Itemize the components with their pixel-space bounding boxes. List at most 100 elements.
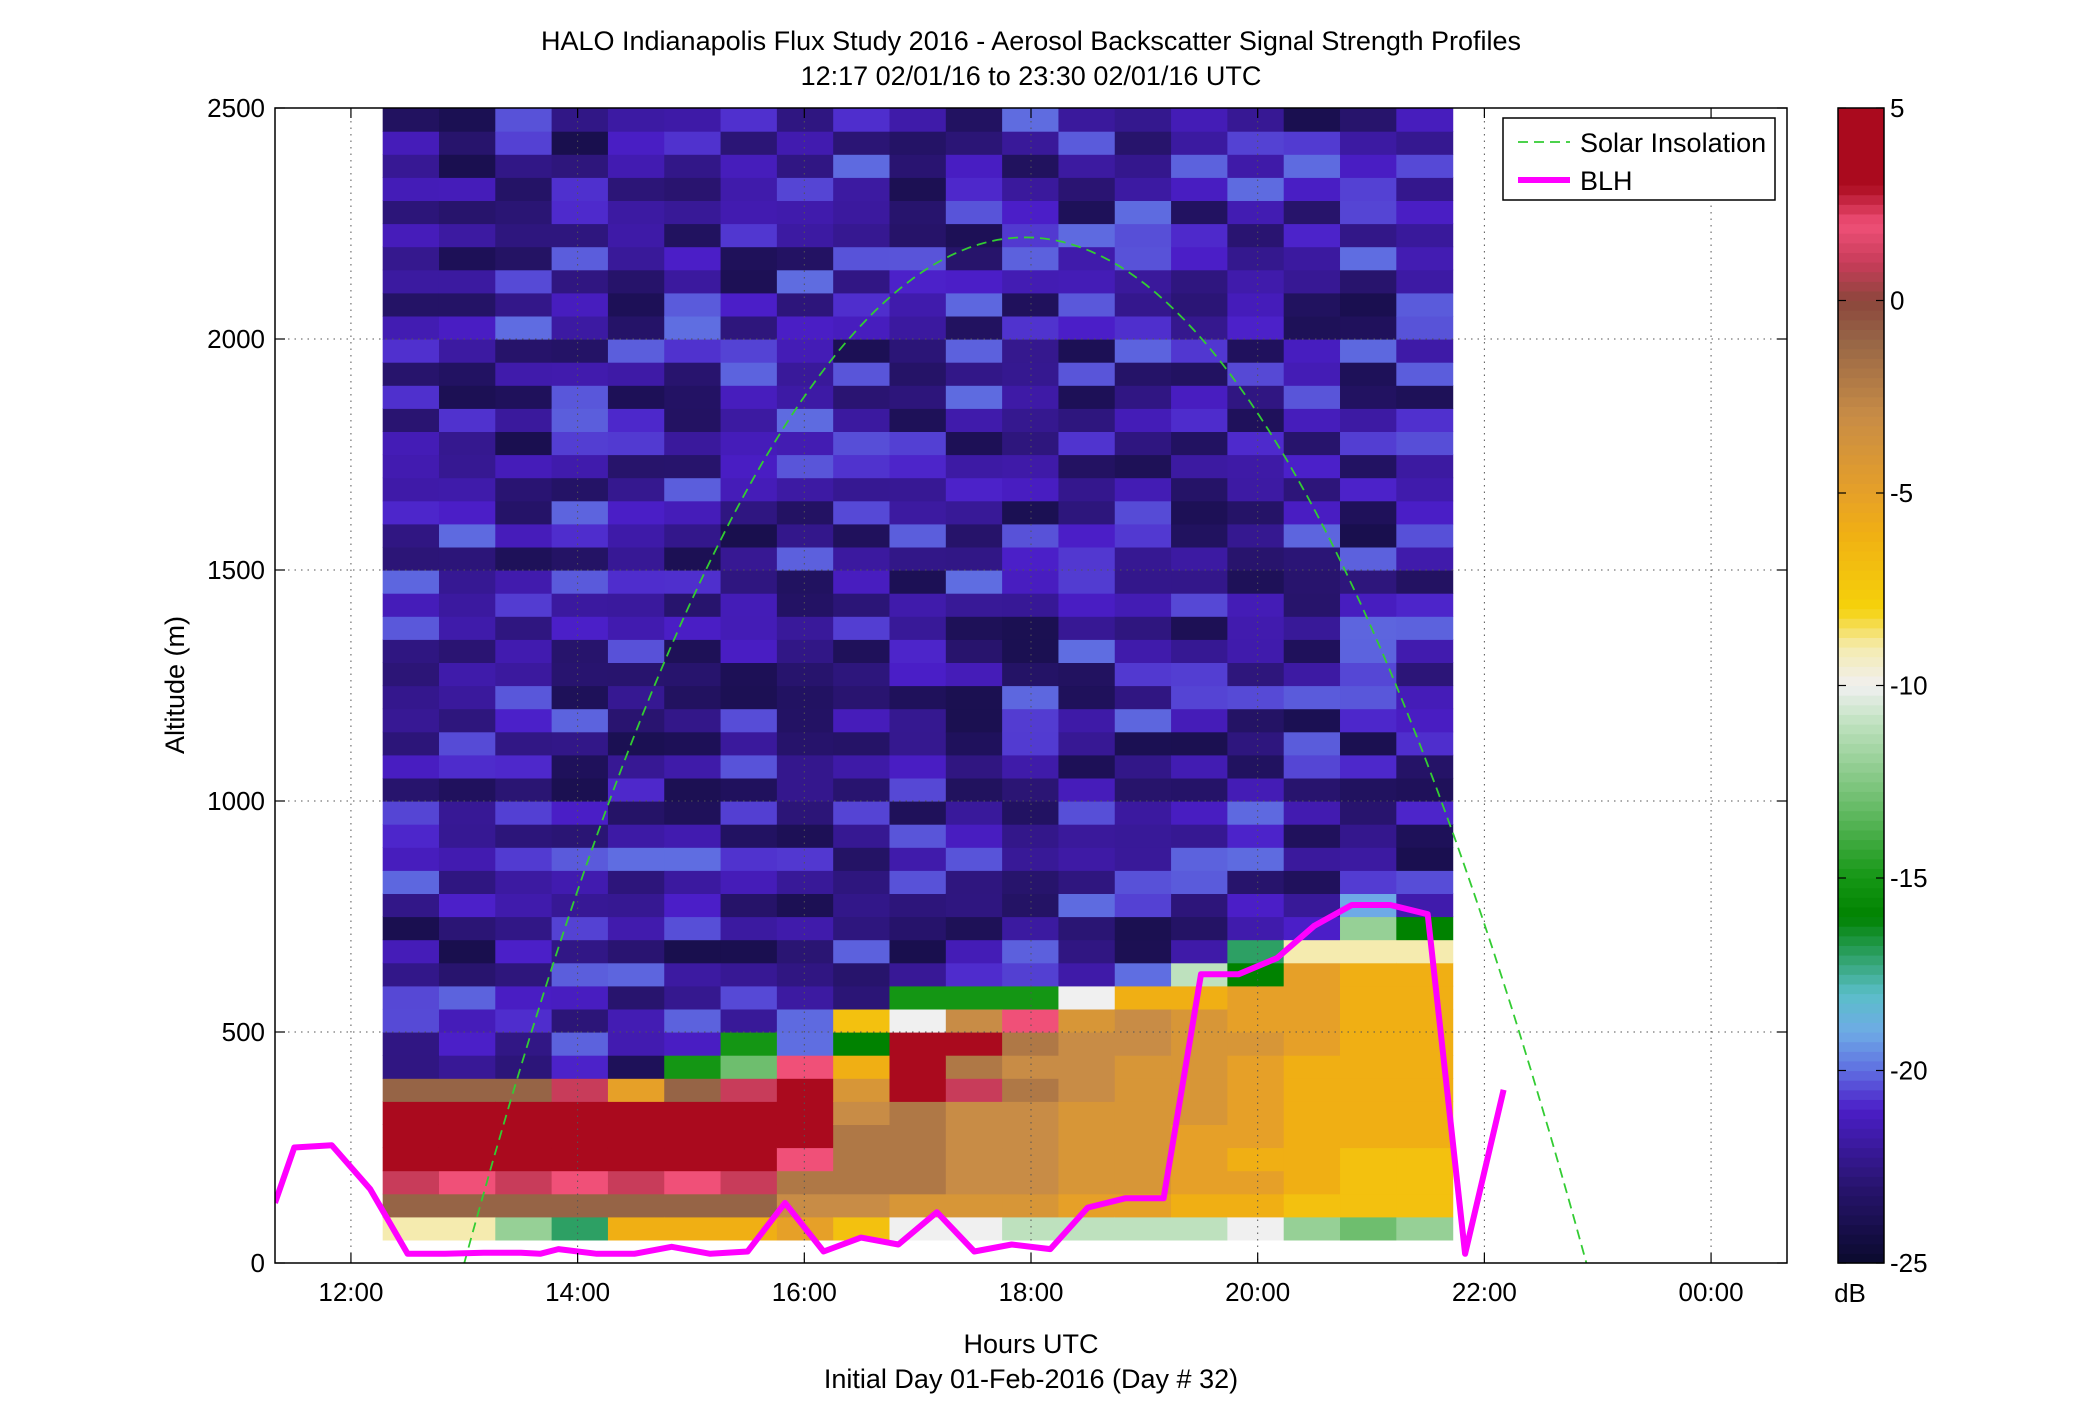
heatmap-cell <box>1283 269 1341 294</box>
heatmap-cell <box>1396 523 1454 548</box>
heatmap-cell <box>833 801 891 825</box>
heatmap-cell <box>833 362 891 386</box>
x-axis-sublabel: Initial Day 01-Feb-2016 (Day # 32) <box>824 1364 1238 1394</box>
heatmap-cell <box>495 1147 553 1172</box>
heatmap-cell <box>1058 731 1116 756</box>
heatmap-cell <box>1227 1078 1285 1102</box>
heatmap-cell <box>1283 362 1341 386</box>
heatmap-cell <box>1227 708 1285 733</box>
heatmap-cell <box>438 1216 496 1241</box>
heatmap-cell <box>776 339 834 363</box>
heatmap-cell <box>551 731 609 756</box>
x-axis-label: Hours UTC <box>963 1329 1098 1359</box>
heatmap-cell <box>607 154 665 178</box>
heatmap-cell <box>495 315 553 340</box>
heatmap-cell <box>664 223 722 248</box>
heatmap-cell <box>1171 177 1228 201</box>
heatmap-cell <box>945 801 1003 825</box>
heatmap-cell <box>438 1055 496 1079</box>
heatmap-cell <box>664 154 722 178</box>
heatmap-cell <box>495 108 553 132</box>
heatmap-cell <box>495 177 553 201</box>
heatmap-cell <box>607 362 665 386</box>
heatmap-cell <box>1002 639 1060 663</box>
colorbar-segment <box>1838 1253 1884 1264</box>
heatmap-cell <box>776 1008 834 1033</box>
heatmap-cell <box>1340 731 1397 756</box>
heatmap-cell <box>833 685 891 710</box>
heatmap-cell <box>720 223 778 248</box>
heatmap-cell <box>1396 223 1454 248</box>
heatmap-cell <box>438 315 496 340</box>
heatmap-cell <box>495 1124 553 1149</box>
heatmap-cell <box>720 1032 778 1056</box>
heatmap-cell <box>1340 269 1397 294</box>
heatmap-cell <box>1114 1101 1172 1125</box>
heatmap-cell <box>551 454 609 479</box>
heatmap-cell <box>382 754 440 779</box>
heatmap-cell <box>1171 939 1228 964</box>
heatmap-cell <box>1396 1078 1454 1102</box>
heatmap-cell <box>1396 754 1454 779</box>
heatmap-cell <box>1340 223 1397 248</box>
colorbar-segment <box>1838 319 1884 330</box>
heatmap-cell <box>1227 1170 1285 1195</box>
heatmap-cell <box>438 431 496 456</box>
heatmap-cell <box>945 1124 1003 1149</box>
heatmap-cell <box>776 893 834 918</box>
heatmap-cell <box>551 593 609 617</box>
heatmap-cell <box>438 731 496 756</box>
heatmap-cell <box>607 870 665 894</box>
x-tick-label: 22:00 <box>1452 1277 1517 1307</box>
heatmap-cell <box>1227 1032 1285 1056</box>
colorbar-segment <box>1838 108 1884 119</box>
heatmap-cell <box>1171 431 1228 456</box>
heatmap-cell <box>438 801 496 825</box>
colorbar-segment <box>1838 983 1884 995</box>
heatmap-cell <box>1227 870 1285 894</box>
heatmap-cell <box>1058 154 1116 178</box>
heatmap-cell <box>551 1170 609 1195</box>
heatmap-cell <box>438 985 496 1010</box>
heatmap-cell <box>1227 269 1285 294</box>
heatmap-cell <box>1340 454 1397 479</box>
heatmap-cell <box>1283 246 1341 271</box>
heatmap-cell <box>1396 939 1454 964</box>
heatmap-cell <box>945 824 1003 848</box>
colorbar-segment <box>1838 637 1884 648</box>
heatmap-cell <box>1171 801 1228 825</box>
heatmap-cell <box>664 962 722 987</box>
colorbar-segment <box>1838 839 1884 850</box>
heatmap-cell <box>1283 754 1341 779</box>
heatmap-cell <box>382 824 440 848</box>
heatmap-cell <box>664 754 722 779</box>
heatmap-cell <box>720 754 778 779</box>
heatmap-cell <box>1227 200 1285 225</box>
heatmap-cell <box>1227 177 1285 201</box>
heatmap-cell <box>776 870 834 894</box>
heatmap-cell <box>776 962 834 987</box>
heatmap-cell <box>776 292 834 317</box>
colorbar-segment <box>1838 1176 1884 1187</box>
heatmap-cell <box>833 154 891 178</box>
colorbar-segment <box>1838 675 1884 687</box>
heatmap-cell <box>438 708 496 733</box>
heatmap-cell <box>1171 477 1228 502</box>
heatmap-cell <box>1002 523 1060 548</box>
colorbar-segment <box>1838 926 1884 937</box>
heatmap-cell <box>495 223 553 248</box>
heatmap-cell <box>495 454 553 479</box>
heatmap-cell <box>664 1170 722 1195</box>
heatmap-cell <box>382 246 440 271</box>
colorbar-segment <box>1838 271 1884 282</box>
heatmap-cell <box>382 893 440 918</box>
heatmap-cell <box>607 523 665 548</box>
heatmap-cell <box>664 269 722 294</box>
heatmap-cell <box>945 1193 1003 1218</box>
heatmap-cell <box>438 362 496 386</box>
heatmap-cell <box>664 362 722 386</box>
heatmap-cell <box>607 131 665 155</box>
heatmap-cell <box>1171 131 1228 155</box>
heatmap-cell <box>495 477 553 502</box>
heatmap-cell <box>607 708 665 733</box>
